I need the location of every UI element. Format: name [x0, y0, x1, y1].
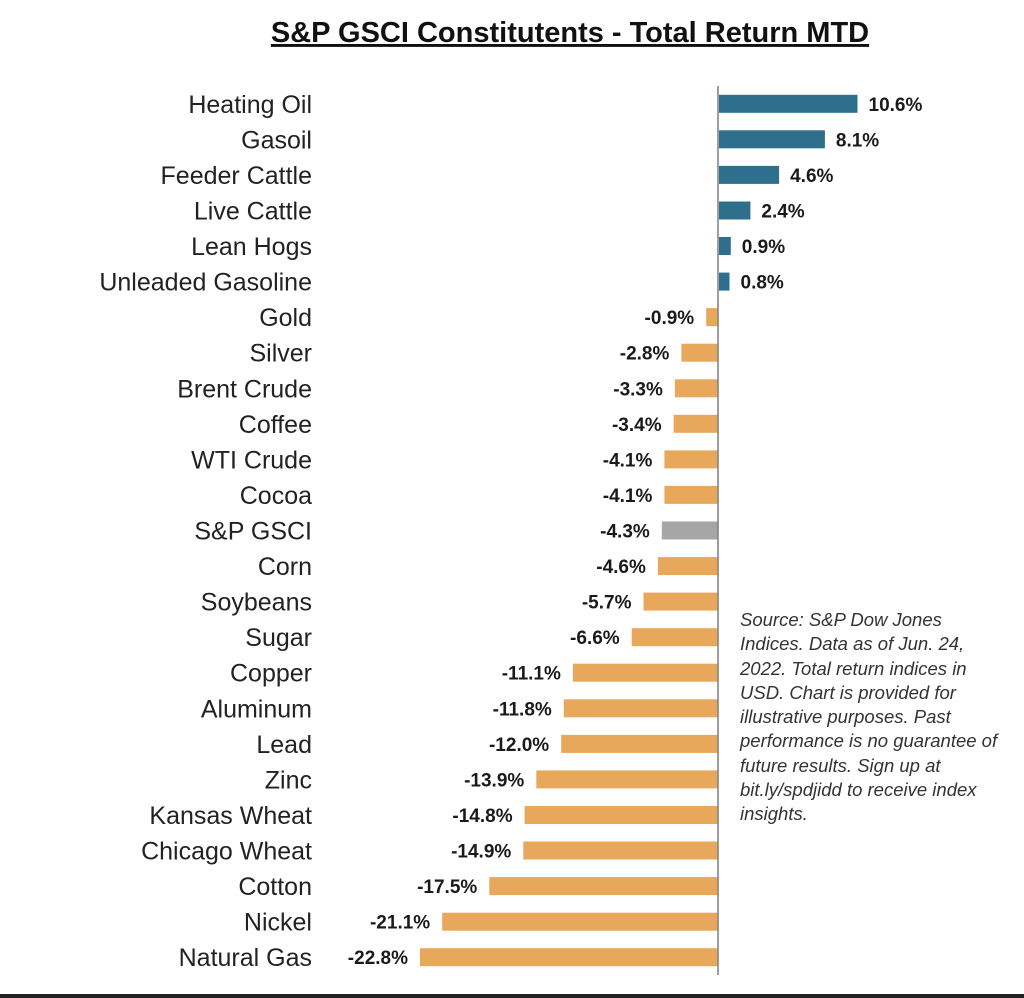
category-label: Silver — [249, 340, 312, 368]
bottom-rule — [0, 994, 1024, 998]
category-label: Cotton — [238, 873, 312, 901]
value-label: -17.5% — [417, 877, 477, 898]
bar-live-cattle — [719, 201, 751, 220]
bar-lean-hogs — [719, 237, 731, 255]
bar-feeder-cattle — [719, 165, 780, 184]
value-label: 0.8% — [741, 273, 784, 294]
value-label: 8.1% — [836, 130, 879, 151]
value-label: -12.0% — [489, 735, 549, 756]
value-label: 2.4% — [761, 202, 804, 223]
bar-gold — [706, 308, 718, 327]
bar-copper — [572, 663, 718, 682]
bar-wti-crude — [664, 450, 718, 469]
value-label: -4.6% — [596, 557, 646, 578]
category-label: S&P GSCI — [194, 518, 312, 546]
category-label: Lead — [256, 731, 312, 759]
category-label: Aluminum — [201, 695, 312, 723]
bar-gasoil — [719, 130, 825, 149]
category-label: Copper — [230, 660, 312, 688]
category-label: Chicago Wheat — [141, 838, 312, 866]
value-label: 0.9% — [742, 237, 785, 258]
bar-sugar — [631, 628, 718, 647]
value-label: -4.1% — [603, 450, 653, 471]
value-label: -4.1% — [603, 486, 653, 507]
category-label: Cocoa — [240, 482, 312, 510]
value-label: -14.9% — [451, 842, 511, 863]
bar-unleaded-gasoline — [719, 272, 730, 291]
value-label: -3.3% — [613, 379, 663, 400]
category-label: Live Cattle — [194, 198, 312, 226]
category-label: Lean Hogs — [191, 233, 312, 261]
bar-nickel — [442, 912, 718, 931]
bar-coffee — [673, 414, 718, 433]
value-label: -22.8% — [348, 948, 408, 969]
category-label: Feeder Cattle — [161, 162, 312, 190]
bar-aluminum — [563, 699, 718, 718]
bar-zinc — [536, 770, 718, 789]
bar-s-p-gsci — [661, 521, 718, 540]
bar-cocoa — [664, 485, 718, 504]
category-label: WTI Crude — [191, 446, 312, 474]
category-label: Soybeans — [201, 589, 312, 617]
bar-natural-gas — [420, 948, 718, 967]
value-label: -11.8% — [493, 699, 552, 720]
category-label: Sugar — [245, 624, 312, 652]
category-label: Kansas Wheat — [149, 802, 312, 830]
value-label: -11.1% — [502, 664, 561, 685]
category-label: Gasoil — [241, 126, 312, 154]
bars-layer — [420, 94, 858, 967]
source-note: Source: S&P Dow Jones Indices. Data as o… — [740, 609, 998, 825]
category-label: Heating Oil — [188, 91, 312, 119]
bar-corn — [657, 557, 718, 576]
category-label: Natural Gas — [179, 944, 312, 972]
bar-soybeans — [643, 592, 718, 611]
bar-heating-oil — [719, 94, 858, 113]
category-label: Gold — [259, 304, 312, 332]
value-label: -14.8% — [452, 806, 512, 827]
value-label: -6.6% — [570, 628, 620, 649]
value-label: -3.4% — [612, 415, 662, 436]
bar-cotton — [489, 877, 718, 896]
value-label: -0.9% — [645, 308, 695, 329]
category-label: Brent Crude — [177, 375, 312, 403]
value-label: 10.6% — [869, 95, 923, 116]
value-labels: 10.6% 8.1%4.6% 2.4% 0.9% 0.8% -0.9% -2.8% -3.3%… — [348, 95, 923, 969]
bar-silver — [681, 343, 718, 362]
category-label: Corn — [258, 553, 312, 581]
category-label: Unleaded Gasoline — [99, 269, 312, 297]
bar-lead — [561, 734, 718, 753]
value-label: -2.8% — [620, 344, 670, 365]
value-label: -4.3% — [600, 522, 650, 543]
category-label: Nickel — [244, 909, 312, 937]
category-label: Coffee — [239, 411, 312, 439]
value-label: -5.7% — [582, 593, 632, 614]
bar-brent-crude — [674, 379, 718, 398]
category-label: Zinc — [265, 766, 312, 794]
bar-chicago-wheat — [523, 841, 718, 860]
category-labels: Heating Oil Gasoil Feeder Cattle Live Cattl… — [99, 91, 312, 972]
bar-kansas-wheat — [524, 806, 718, 824]
value-label: -13.9% — [464, 770, 524, 791]
value-label: 4.6% — [790, 166, 833, 187]
chart-title: S&P GSCI Constitutents - Total Return MT… — [271, 17, 869, 49]
value-label: -21.1% — [370, 913, 430, 934]
